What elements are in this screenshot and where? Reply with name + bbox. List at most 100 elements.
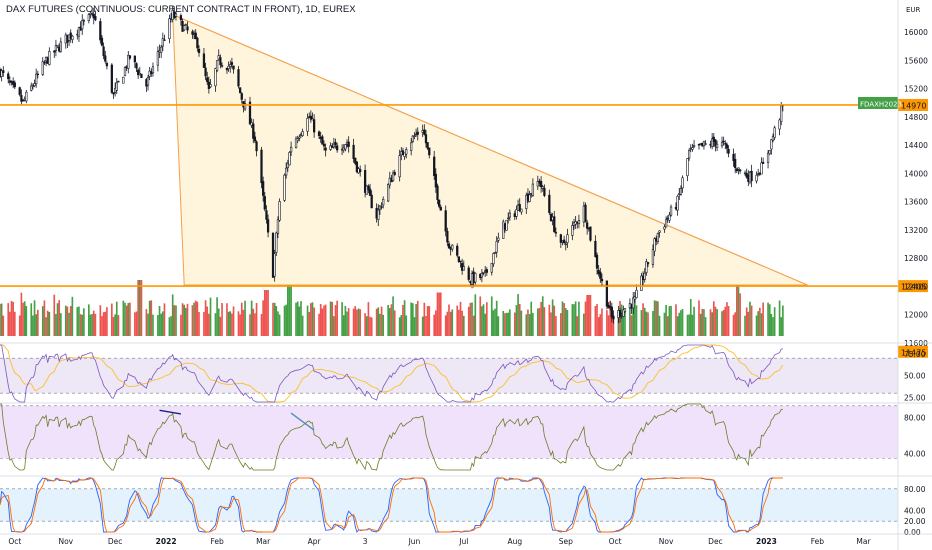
candle-body (294, 138, 298, 149)
candle-body (334, 141, 337, 145)
volume-bar (158, 306, 161, 336)
volume-bar (92, 310, 95, 336)
volume-bar (369, 316, 371, 336)
volume-bar (415, 304, 417, 336)
volume-bar (387, 304, 389, 336)
candle-body (679, 188, 683, 195)
time-axis: Oct Nov Dec 2022 Feb Mar Apr 3 Jun Jul Aug Sep Oct No… (8, 537, 871, 546)
candle-body (174, 13, 178, 17)
volume-bar (686, 314, 689, 336)
volume-bar (439, 292, 442, 336)
candle-body (768, 150, 771, 155)
volume-bar (698, 300, 700, 336)
volume-bar (180, 314, 182, 336)
candle-body (714, 139, 717, 147)
volume-bar (451, 309, 454, 336)
candle-body (571, 225, 574, 236)
volume-bar (571, 304, 574, 336)
volume-bar (163, 303, 166, 336)
volume-bar (727, 306, 730, 336)
volume-bar (541, 296, 544, 336)
volume-bar (680, 310, 682, 336)
volume-bar (747, 311, 750, 336)
volume-bar (400, 315, 403, 336)
candle-body (275, 232, 278, 253)
candle-body (633, 296, 636, 300)
candle-body (289, 146, 293, 153)
candle-body (439, 206, 442, 211)
volume-bar (273, 302, 276, 336)
volume-bar (242, 309, 245, 336)
candle-body (377, 209, 380, 220)
volume-bar (530, 301, 533, 336)
volume-bar (145, 309, 148, 336)
candle-body (525, 194, 528, 209)
volume-bar (629, 304, 631, 336)
volume-bar (134, 312, 136, 336)
chart-title: DAX FUTURES (CONTINUOUS: CURRENT CONTRAC… (6, 4, 356, 15)
candle-body (146, 77, 150, 86)
candle-body (645, 261, 648, 273)
volume-bar (563, 303, 565, 336)
candle-body (7, 73, 10, 80)
candle-body (505, 219, 508, 231)
volume-bar (208, 313, 210, 336)
volume-bar (329, 301, 332, 336)
candle-body (755, 174, 758, 182)
candle-body (161, 38, 164, 47)
volume-bar (48, 311, 51, 336)
volume-bar (435, 310, 437, 336)
candle-body (220, 65, 224, 67)
volume-bar (607, 315, 610, 336)
volume-bar (148, 300, 151, 336)
volume-bar (433, 314, 436, 336)
volume-bar (354, 306, 357, 336)
candle-body (30, 85, 33, 91)
volume-bar (760, 313, 763, 336)
candle-body (163, 39, 166, 41)
price-tick-label: 15600 (904, 56, 928, 65)
volume-bar (283, 305, 286, 336)
axis-unit: EUR (906, 6, 921, 14)
volume-bar (112, 316, 115, 336)
volume-bar (676, 316, 679, 336)
level-label-box (898, 280, 928, 293)
candle-body (664, 219, 668, 228)
candle-body (692, 145, 696, 148)
candle-body (276, 219, 280, 234)
candle-body (515, 209, 518, 217)
volume-bar (597, 317, 600, 336)
volume-bar (737, 285, 740, 336)
volume-bar (778, 300, 781, 336)
volume-bar (755, 315, 758, 336)
volume-bar (91, 313, 93, 336)
volume-bar (688, 314, 690, 336)
volume-bar (462, 315, 465, 336)
candle-body (286, 163, 289, 169)
volume-bar (288, 285, 291, 336)
candle-body (780, 105, 783, 122)
volume-bar (446, 311, 449, 336)
volume-bar (226, 303, 228, 336)
volume-bar (173, 305, 176, 336)
volume-bar (81, 314, 84, 336)
volume-bar (392, 296, 394, 336)
volume-bar (721, 311, 723, 336)
volume-bar (78, 306, 80, 336)
divergence-line (159, 409, 182, 415)
volume-bar (323, 305, 325, 336)
candle-body (595, 254, 599, 269)
volume-bar (517, 294, 519, 336)
rsi-tick-label: 25.00 (904, 394, 926, 403)
volume-bar (402, 304, 404, 336)
price-tick-label: 13200 (904, 226, 928, 235)
candle-body (2, 70, 5, 74)
volume-bar (135, 311, 138, 336)
candle-body (262, 181, 265, 196)
volume-bar (612, 314, 615, 336)
candle-body (622, 309, 625, 317)
candle-body (492, 253, 495, 265)
volume-bar (438, 292, 440, 336)
time-tick-label: Feb (210, 537, 224, 546)
